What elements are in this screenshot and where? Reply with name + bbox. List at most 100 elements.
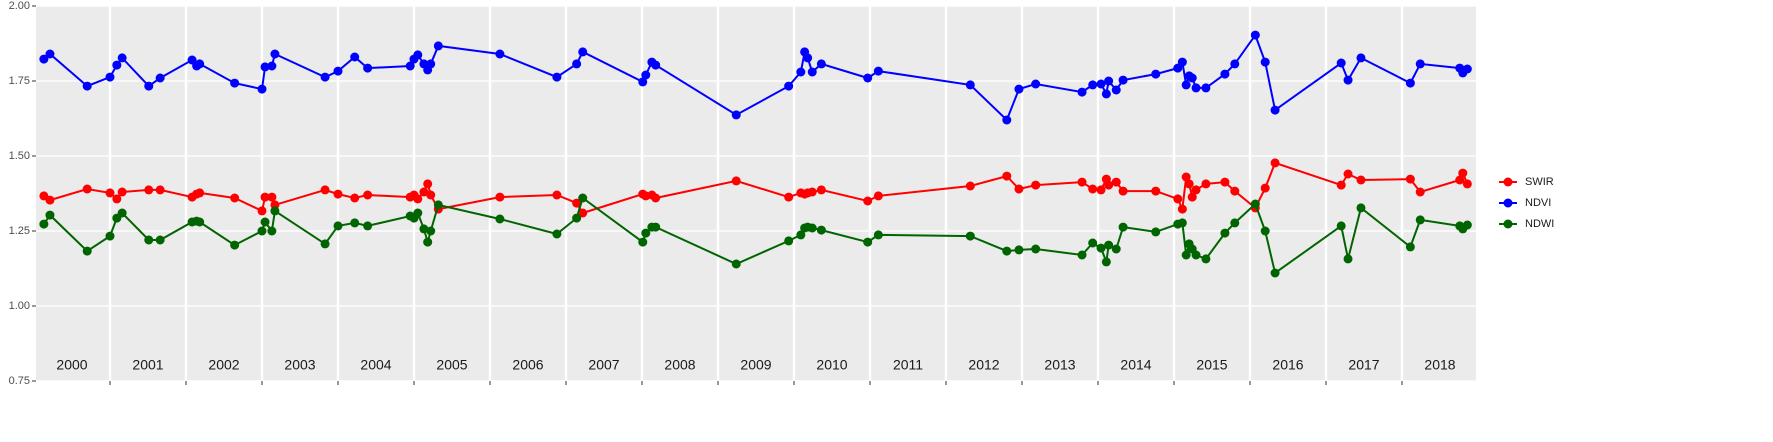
point <box>1184 179 1194 189</box>
point <box>863 237 873 247</box>
point <box>1191 185 1201 195</box>
point <box>1181 250 1191 260</box>
point <box>230 240 240 250</box>
point <box>784 236 794 246</box>
point <box>1415 59 1425 69</box>
point <box>1088 80 1098 90</box>
point <box>363 63 373 73</box>
point <box>731 176 741 186</box>
point <box>1336 58 1346 68</box>
year-label: 2007 <box>588 357 619 373</box>
point <box>1151 186 1161 196</box>
point <box>413 208 423 218</box>
y-tick-label: 0.75 <box>9 375 30 387</box>
point <box>1220 69 1230 79</box>
point <box>230 78 240 88</box>
point <box>45 210 55 220</box>
point <box>572 198 582 208</box>
point <box>572 213 582 223</box>
point <box>1031 244 1041 254</box>
point <box>1077 177 1087 187</box>
point <box>1415 187 1425 197</box>
point <box>426 190 436 200</box>
plot-panel <box>36 6 1476 381</box>
point <box>1230 186 1240 196</box>
point <box>784 81 794 91</box>
point <box>1220 177 1230 187</box>
point <box>1014 245 1024 255</box>
point <box>1270 158 1280 168</box>
legend-key <box>1503 219 1513 229</box>
point <box>155 185 165 195</box>
point <box>144 185 154 195</box>
point <box>1111 244 1121 254</box>
point <box>1336 180 1346 190</box>
point <box>1031 79 1041 89</box>
point <box>423 179 433 189</box>
point <box>333 66 343 76</box>
point <box>807 67 817 77</box>
point <box>1173 194 1183 204</box>
year-label: 2002 <box>208 357 239 373</box>
point <box>1260 57 1270 67</box>
point <box>230 193 240 203</box>
point <box>195 59 205 69</box>
point <box>1458 168 1468 178</box>
point <box>105 231 115 241</box>
series-line <box>43 32 1469 122</box>
point <box>426 226 436 236</box>
point <box>195 188 205 198</box>
year-label: 2017 <box>1348 357 1379 373</box>
point <box>816 225 826 235</box>
point <box>260 192 270 202</box>
year-label: 2005 <box>436 357 467 373</box>
point <box>45 195 55 205</box>
point <box>1077 87 1087 97</box>
point <box>1104 240 1114 250</box>
point <box>426 59 436 69</box>
point <box>578 47 588 57</box>
year-label: 2018 <box>1424 357 1455 373</box>
point <box>1104 76 1114 86</box>
point <box>1118 222 1128 232</box>
y-tick-label: 1.00 <box>9 300 30 312</box>
point <box>1270 105 1280 115</box>
point <box>863 73 873 83</box>
point <box>1405 78 1415 88</box>
year-label: 2012 <box>968 357 999 373</box>
point <box>1356 203 1366 213</box>
year-label: 2003 <box>284 357 315 373</box>
point <box>350 193 360 203</box>
year-label: 2016 <box>1272 357 1303 373</box>
point <box>257 206 267 216</box>
point <box>1250 199 1260 209</box>
point <box>1118 75 1128 85</box>
point <box>638 77 648 87</box>
point <box>578 208 588 218</box>
point <box>807 187 817 197</box>
year-label: 2009 <box>740 357 771 373</box>
point <box>1230 59 1240 69</box>
point <box>495 192 505 202</box>
point <box>1462 64 1472 74</box>
point <box>641 70 651 80</box>
point <box>873 66 883 76</box>
point <box>1181 80 1191 90</box>
year-label: 2010 <box>816 357 847 373</box>
point <box>270 206 280 216</box>
point <box>1151 227 1161 237</box>
point <box>419 187 429 197</box>
point <box>423 237 433 247</box>
point <box>1096 79 1106 89</box>
legend-label: NDVI <box>1525 197 1551 209</box>
point <box>363 221 373 231</box>
point <box>1270 268 1280 278</box>
point <box>39 219 49 229</box>
point <box>1343 169 1353 179</box>
point <box>1014 84 1024 94</box>
legend-label: SWIR <box>1525 176 1554 188</box>
point <box>1177 204 1187 214</box>
point <box>731 259 741 269</box>
point <box>495 49 505 59</box>
point <box>270 49 280 59</box>
